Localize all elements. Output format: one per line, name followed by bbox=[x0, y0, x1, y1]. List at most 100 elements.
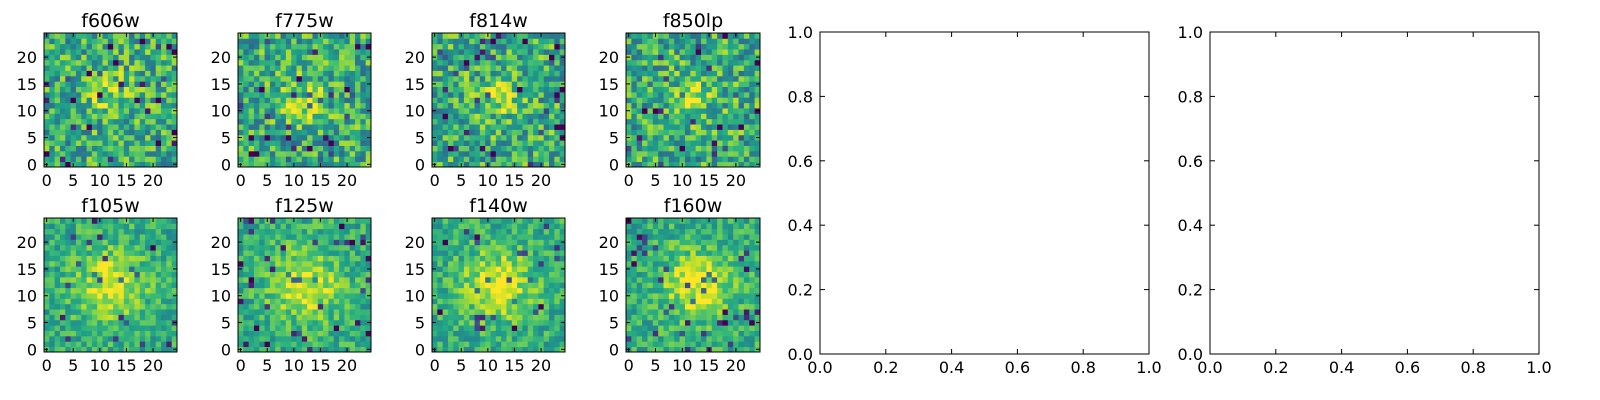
image-pixel bbox=[453, 250, 459, 256]
image-pixel bbox=[733, 113, 739, 120]
image-pixel bbox=[355, 303, 361, 310]
image-pixel bbox=[360, 319, 367, 326]
image-pixel bbox=[123, 271, 130, 278]
image-pixel bbox=[636, 314, 643, 321]
image-pixel bbox=[485, 86, 491, 93]
image-pixel bbox=[701, 113, 707, 120]
image-pixel bbox=[668, 65, 675, 71]
image-pixel bbox=[75, 124, 82, 130]
image-pixel bbox=[243, 129, 250, 136]
image-pixel bbox=[44, 330, 50, 337]
image-pixel bbox=[485, 145, 491, 152]
image-pixel bbox=[458, 239, 465, 246]
image-pixel bbox=[474, 244, 481, 251]
image-pixel bbox=[349, 250, 356, 256]
image-pixel bbox=[155, 319, 162, 326]
image-pixel bbox=[717, 75, 723, 82]
image-pixel bbox=[543, 309, 550, 315]
image-pixel bbox=[102, 228, 109, 235]
image-pixel bbox=[668, 335, 675, 342]
image-pixel bbox=[86, 260, 93, 267]
image-pixel bbox=[129, 239, 135, 246]
image-pixel bbox=[355, 244, 361, 251]
image-pixel bbox=[243, 335, 250, 342]
image-pixel bbox=[307, 102, 313, 109]
image-pixel bbox=[501, 75, 507, 82]
image-pixel bbox=[511, 118, 518, 125]
image-pixel bbox=[243, 293, 250, 299]
image-pixel bbox=[501, 325, 507, 331]
image-pixel bbox=[150, 330, 157, 337]
image-pixel bbox=[323, 276, 329, 283]
image-pixel bbox=[307, 108, 313, 114]
image-pixel bbox=[642, 314, 648, 321]
image-pixel bbox=[658, 91, 664, 98]
image-pixel bbox=[301, 38, 308, 45]
image-pixel bbox=[269, 118, 276, 125]
image-pixel bbox=[166, 325, 173, 331]
image-pixel bbox=[695, 65, 702, 71]
image-pixel bbox=[749, 335, 756, 342]
image-pixel bbox=[253, 43, 260, 50]
image-pixel bbox=[559, 314, 566, 321]
image-pixel bbox=[296, 86, 303, 93]
image-pixel bbox=[490, 223, 497, 230]
image-pixel bbox=[161, 319, 167, 326]
image-pixel bbox=[54, 303, 61, 310]
image-pixel bbox=[495, 97, 502, 104]
image-pixel bbox=[447, 287, 454, 294]
image-pixel bbox=[690, 86, 697, 93]
image-pixel bbox=[166, 33, 173, 39]
image-pixel bbox=[328, 287, 335, 294]
image-pixel bbox=[166, 260, 173, 267]
image-pixel bbox=[533, 54, 539, 61]
image-pixel bbox=[527, 91, 534, 98]
image-pixel bbox=[296, 65, 303, 71]
image-pixel bbox=[684, 303, 691, 310]
image-pixel bbox=[161, 108, 167, 114]
image-pixel bbox=[317, 65, 324, 71]
image-pixel bbox=[642, 150, 648, 157]
image-pixel bbox=[501, 38, 507, 45]
image-pixel bbox=[474, 341, 481, 348]
image-pixel bbox=[129, 282, 135, 289]
image-pixel bbox=[501, 335, 507, 342]
image-pixel bbox=[166, 228, 173, 235]
image-pixel bbox=[161, 97, 167, 104]
image-pixel bbox=[238, 38, 244, 45]
image-pixel bbox=[706, 319, 713, 326]
image-pixel bbox=[690, 293, 697, 299]
image-pixel bbox=[355, 341, 361, 348]
image-pixel bbox=[485, 293, 491, 299]
image-pixel bbox=[75, 156, 82, 163]
image-pixel bbox=[663, 293, 670, 299]
image-pixel bbox=[749, 140, 756, 146]
image-pixel bbox=[355, 38, 361, 45]
image-pixel bbox=[155, 239, 162, 246]
image-pixel bbox=[674, 145, 680, 152]
image-pixel bbox=[549, 346, 555, 353]
image-pixel bbox=[349, 38, 356, 45]
image-pixel bbox=[328, 282, 335, 289]
image-pixel bbox=[501, 282, 507, 289]
image-pixel bbox=[97, 276, 103, 283]
image-pixel bbox=[365, 43, 372, 50]
image-pixel bbox=[269, 218, 276, 224]
image-pixel bbox=[495, 218, 502, 224]
image-pixel bbox=[70, 49, 77, 55]
image-pixel bbox=[280, 49, 287, 55]
image-pixel bbox=[238, 75, 244, 82]
image-pixel bbox=[97, 255, 103, 262]
image-pixel bbox=[727, 65, 734, 71]
image-pixel bbox=[75, 330, 82, 337]
image-pixel bbox=[280, 150, 287, 157]
image-pixel bbox=[259, 124, 265, 130]
image-pixel bbox=[118, 250, 125, 256]
image-pixel bbox=[291, 244, 297, 251]
image-pixel bbox=[166, 81, 173, 87]
image-pixel bbox=[733, 145, 739, 152]
image-pixel bbox=[636, 150, 643, 157]
x-tick-label: 15 bbox=[116, 356, 136, 375]
image-pixel bbox=[549, 161, 555, 168]
image-pixel bbox=[522, 33, 529, 39]
